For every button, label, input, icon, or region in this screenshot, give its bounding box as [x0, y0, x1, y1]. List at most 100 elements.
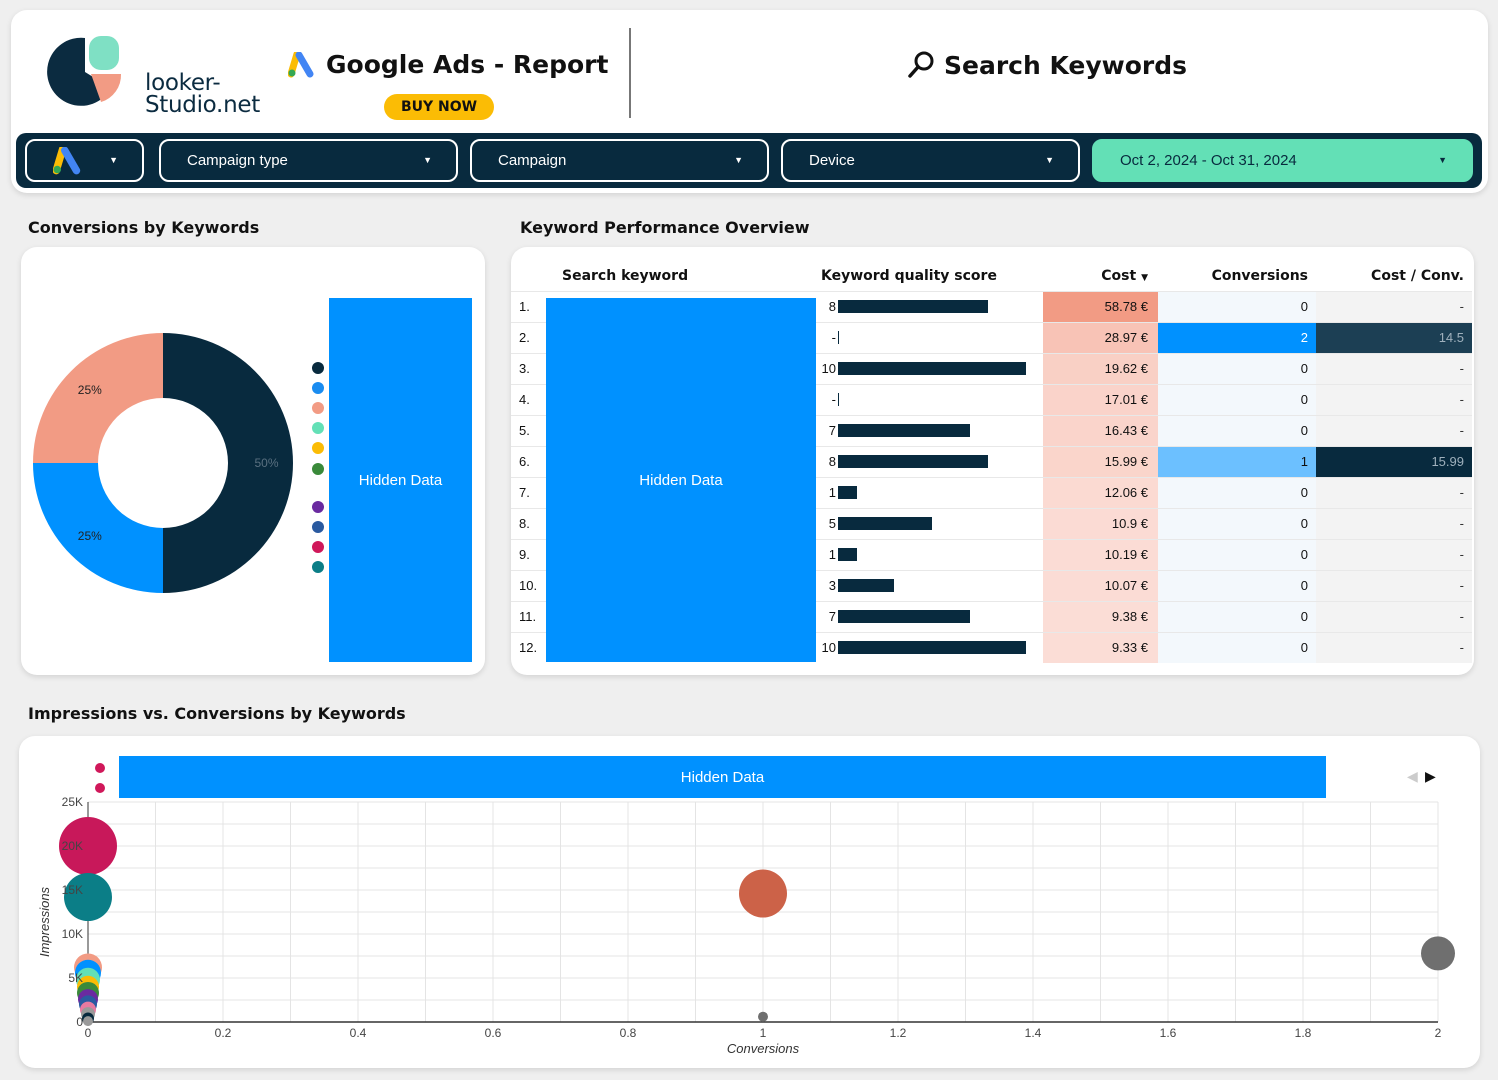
row-number: 2.	[511, 321, 546, 353]
row-number: 5.	[511, 414, 546, 446]
conversions-cell: 0	[1158, 600, 1316, 632]
cost-cell: 15.99 €	[1043, 445, 1158, 477]
hidden-legend-block: Hidden Data	[329, 298, 472, 662]
scatter-point[interactable]	[59, 817, 117, 875]
chevron-down-icon: ▼	[1438, 155, 1447, 165]
donut-legend-dot	[312, 362, 324, 374]
buy-now-button[interactable]: BUY NOW	[384, 94, 494, 120]
x-tick-label: 0.6	[485, 1026, 502, 1040]
quality-score-value: 1	[828, 485, 836, 500]
scatter-chart: 0 0.2 0.4 0.6 0.8 1 1.2 1.4 1.6 1.8 2 0 5K 10K 15K 20K 2…	[37, 795, 1455, 1056]
date-range-filter[interactable]: Oct 2, 2024 - Oct 31, 2024 ▼	[1092, 139, 1473, 182]
header-quality-score[interactable]: Keyword quality score	[821, 267, 997, 284]
quality-score-cell: -	[816, 383, 1043, 415]
donut-legend-dot	[312, 463, 324, 475]
account-filter[interactable]: ▼	[25, 139, 144, 182]
conversions-cell: 0	[1158, 476, 1316, 508]
x-tick-label: 1.8	[1295, 1026, 1312, 1040]
cost-conv-cell: 15.99	[1316, 445, 1472, 477]
quality-score-cell: 3	[816, 569, 1043, 601]
impressions-vs-conversions-title: Impressions vs. Conversions by Keywords	[28, 704, 406, 723]
quality-score-cell: 8	[816, 290, 1043, 322]
row-number: 11.	[511, 600, 546, 632]
quality-score-bar	[838, 641, 1026, 655]
scatter-legend-dot	[95, 763, 105, 773]
conversions-cell: 0	[1158, 569, 1316, 601]
quality-score-cell: 8	[816, 445, 1043, 477]
cost-cell: 28.97 €	[1043, 321, 1158, 353]
legend-prev-icon[interactable]: ◀	[1407, 768, 1418, 784]
quality-score-bar	[838, 424, 970, 437]
x-tick-label: 1.6	[1160, 1026, 1177, 1040]
logo-text: looker- Studio.net	[145, 70, 260, 117]
table-row[interactable]: 1. 8 58.78 €0-	[511, 290, 1472, 322]
donut-legend-dot	[312, 561, 324, 573]
quality-score-bar	[838, 579, 895, 592]
cost-conv-cell: -	[1316, 600, 1472, 632]
quality-score-value: 3	[828, 578, 836, 593]
device-label: Device	[809, 152, 855, 169]
x-tick-label: 2	[1435, 1026, 1442, 1040]
row-number: 6.	[511, 445, 546, 477]
google-ads-icon	[53, 146, 81, 174]
quality-score-value: 8	[828, 299, 836, 314]
donut-slice[interactable]	[33, 333, 163, 463]
quality-score-cell: 5	[816, 507, 1043, 539]
looker-studio-logo: looker- Studio.net	[41, 34, 261, 117]
cost-cell: 10.19 €	[1043, 538, 1158, 570]
scatter-card: Hidden Data ◀ ▶ 0 0.2 0.4 0.6 0.8 1 1.2 1.4 1.6 1…	[19, 736, 1480, 1068]
quality-score-bar	[838, 610, 970, 623]
header-divider	[629, 28, 631, 118]
legend-next-icon[interactable]: ▶	[1425, 768, 1436, 784]
campaign-filter[interactable]: Campaign ▼	[470, 139, 769, 182]
logo-line1: looker-	[145, 70, 221, 96]
cost-cell: 10.9 €	[1043, 507, 1158, 539]
quality-score-value: -	[831, 330, 836, 345]
campaign-type-filter[interactable]: Campaign type ▼	[159, 139, 458, 182]
quality-score-value: 5	[828, 516, 836, 531]
row-number: 8.	[511, 507, 546, 539]
cost-cell: 9.38 €	[1043, 600, 1158, 632]
report-title-text: Google Ads - Report	[326, 50, 609, 79]
quality-score-cell: 10	[816, 352, 1043, 384]
chevron-down-icon: ▼	[1045, 155, 1054, 165]
campaign-label: Campaign	[498, 152, 567, 169]
donut-slice[interactable]	[163, 333, 293, 593]
quality-score-value: 10	[821, 361, 836, 376]
quality-score-bar	[838, 548, 857, 561]
cost-cell: 10.07 €	[1043, 569, 1158, 601]
cost-conv-cell: -	[1316, 414, 1472, 446]
conversions-cell: 0	[1158, 290, 1316, 322]
quality-score-cell: 7	[816, 414, 1043, 446]
quality-score-bar	[838, 300, 989, 313]
header-search-keyword[interactable]: Search keyword	[562, 267, 689, 284]
donut-legend-dot	[312, 521, 324, 533]
donut-slice[interactable]	[33, 463, 163, 593]
quality-score-bar	[838, 486, 857, 499]
cost-cell: 17.01 €	[1043, 383, 1158, 415]
sort-desc-icon: ▼	[1141, 272, 1148, 283]
cost-conv-cell: -	[1316, 476, 1472, 508]
keyword-performance-title: Keyword Performance Overview	[520, 218, 810, 237]
header-cost-conv[interactable]: Cost / Conv.	[1371, 267, 1464, 284]
x-tick-label: 0.2	[215, 1026, 232, 1040]
quality-score-value: 7	[828, 609, 836, 624]
scatter-point[interactable]	[1421, 936, 1455, 971]
table-row[interactable]: 7. 1 12.06 €0-	[511, 476, 1472, 508]
scatter-point[interactable]	[83, 1016, 93, 1027]
device-filter[interactable]: Device ▼	[781, 139, 1080, 182]
scatter-point[interactable]	[739, 869, 787, 918]
table-row[interactable]: 11. 7 9.38 €0-	[511, 600, 1472, 632]
scatter-point[interactable]	[758, 1011, 768, 1022]
donut-chart: 50% 25% 25%	[33, 333, 293, 593]
cost-conv-cell: -	[1316, 538, 1472, 570]
row-number: 9.	[511, 538, 546, 570]
scatter-point[interactable]	[64, 873, 112, 922]
header-cost[interactable]: Cost ▼	[1043, 261, 1158, 291]
x-tick-label: 0	[85, 1026, 92, 1040]
quality-score-bar	[838, 455, 989, 468]
cost-cell: 16.43 €	[1043, 414, 1158, 446]
header-conversions[interactable]: Conversions	[1211, 267, 1308, 284]
row-number: 1.	[511, 290, 546, 322]
chevron-down-icon: ▼	[109, 155, 118, 165]
